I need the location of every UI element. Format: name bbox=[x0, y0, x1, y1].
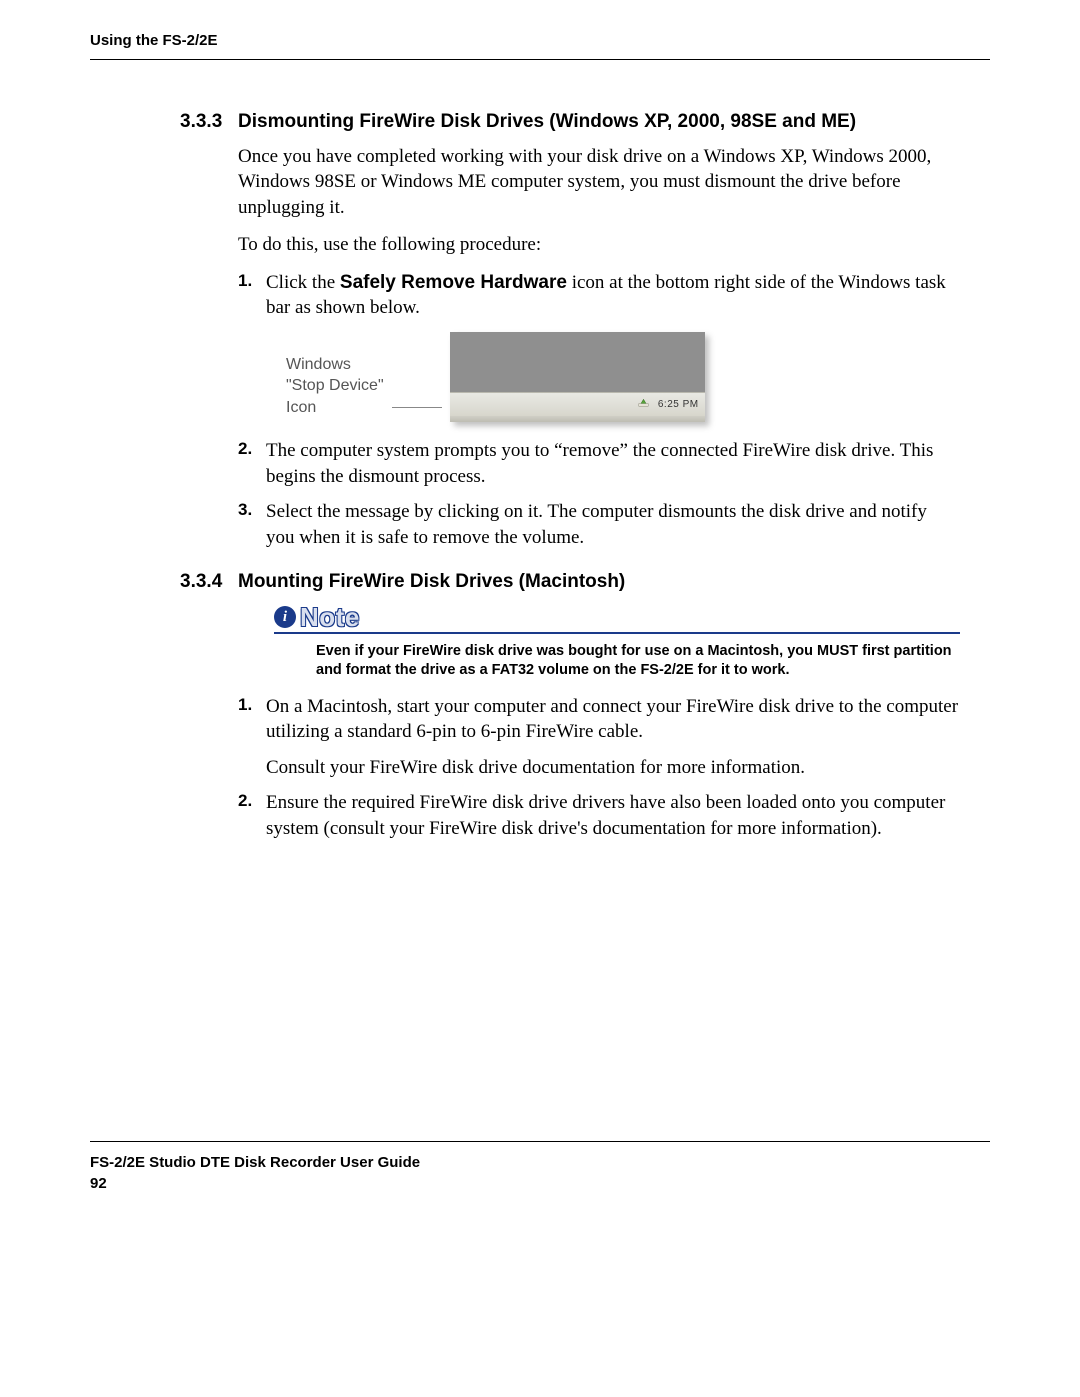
footer-rule bbox=[90, 1141, 990, 1142]
chapter-title: Using the FS-2/2E bbox=[90, 32, 218, 49]
footer-title: FS-2/2E Studio DTE Disk Recorder User Gu… bbox=[90, 1152, 990, 1173]
figure-label-l3: Icon bbox=[286, 397, 384, 419]
step-text: On a Macintosh, start your computer and … bbox=[266, 696, 958, 742]
steps-333: 1. Click the Safely Remove Hardware icon… bbox=[238, 270, 960, 551]
step-3: 3. Select the message by clicking on it.… bbox=[238, 499, 960, 550]
desktop-area bbox=[450, 332, 705, 392]
step-subpara: Consult your FireWire disk drive documen… bbox=[266, 755, 960, 780]
page-footer: FS-2/2E Studio DTE Disk Recorder User Gu… bbox=[90, 1152, 990, 1194]
step-text-bold: Safely Remove Hardware bbox=[340, 272, 567, 293]
section-334-body: i Note Even if your FireWire disk drive … bbox=[180, 604, 960, 841]
section-title: Dismounting FireWire Disk Drives (Window… bbox=[238, 110, 856, 134]
note-text: Even if your FireWire disk drive was bou… bbox=[274, 634, 960, 680]
section-title: Mounting FireWire Disk Drives (Macintosh… bbox=[238, 570, 625, 594]
step-text: Ensure the required FireWire disk drive … bbox=[266, 792, 945, 838]
taskbar-edge bbox=[450, 416, 705, 422]
taskbar-figure: Windows "Stop Device" Icon 6:25 PM bbox=[286, 332, 960, 422]
step-text-a: Click the bbox=[266, 272, 340, 293]
section-heading-333: 3.3.3 Dismounting FireWire Disk Drives (… bbox=[180, 110, 960, 134]
step-text: Select the message by clicking on it. Th… bbox=[266, 501, 927, 547]
note-header: i Note bbox=[274, 604, 960, 634]
figure-label-l2: "Stop Device" bbox=[286, 375, 384, 397]
taskbar-screenshot: 6:25 PM bbox=[450, 332, 705, 422]
page-content: 3.3.3 Dismounting FireWire Disk Drives (… bbox=[90, 110, 990, 841]
section-heading-334: 3.3.4 Mounting FireWire Disk Drives (Mac… bbox=[180, 570, 960, 594]
section-number: 3.3.4 bbox=[180, 570, 238, 594]
page-number: 92 bbox=[90, 1173, 990, 1194]
steps-334: 1. On a Macintosh, start your computer a… bbox=[238, 694, 960, 841]
info-icon: i bbox=[274, 606, 296, 628]
step-text: The computer system prompts you to “remo… bbox=[266, 440, 933, 486]
paragraph: To do this, use the following procedure: bbox=[238, 232, 960, 257]
note-label: Note bbox=[300, 604, 360, 630]
running-header: Using the FS-2/2E bbox=[90, 32, 990, 60]
safely-remove-hardware-icon bbox=[637, 396, 650, 413]
paragraph: Once you have completed working with you… bbox=[238, 144, 960, 220]
step-2: 2. The computer system prompts you to “r… bbox=[238, 438, 960, 489]
figure-labels: Windows "Stop Device" Icon bbox=[286, 354, 384, 423]
step-number: 1. bbox=[238, 694, 252, 717]
section-number: 3.3.3 bbox=[180, 110, 238, 134]
step-2: 2. Ensure the required FireWire disk dri… bbox=[238, 790, 960, 841]
step-number: 2. bbox=[238, 790, 252, 813]
step-1: 1. Click the Safely Remove Hardware icon… bbox=[238, 270, 960, 423]
step-number: 1. bbox=[238, 270, 252, 293]
step-1: 1. On a Macintosh, start your computer a… bbox=[238, 694, 960, 780]
taskbar: 6:25 PM bbox=[450, 392, 705, 416]
step-number: 3. bbox=[238, 499, 252, 522]
section-333-body: Once you have completed working with you… bbox=[180, 144, 960, 551]
figure-label-l1: Windows bbox=[286, 354, 384, 376]
taskbar-clock: 6:25 PM bbox=[658, 398, 699, 411]
step-number: 2. bbox=[238, 438, 252, 461]
blank-space bbox=[90, 861, 990, 1141]
note-callout: i Note Even if your FireWire disk drive … bbox=[274, 604, 960, 680]
leader-line bbox=[392, 407, 442, 408]
